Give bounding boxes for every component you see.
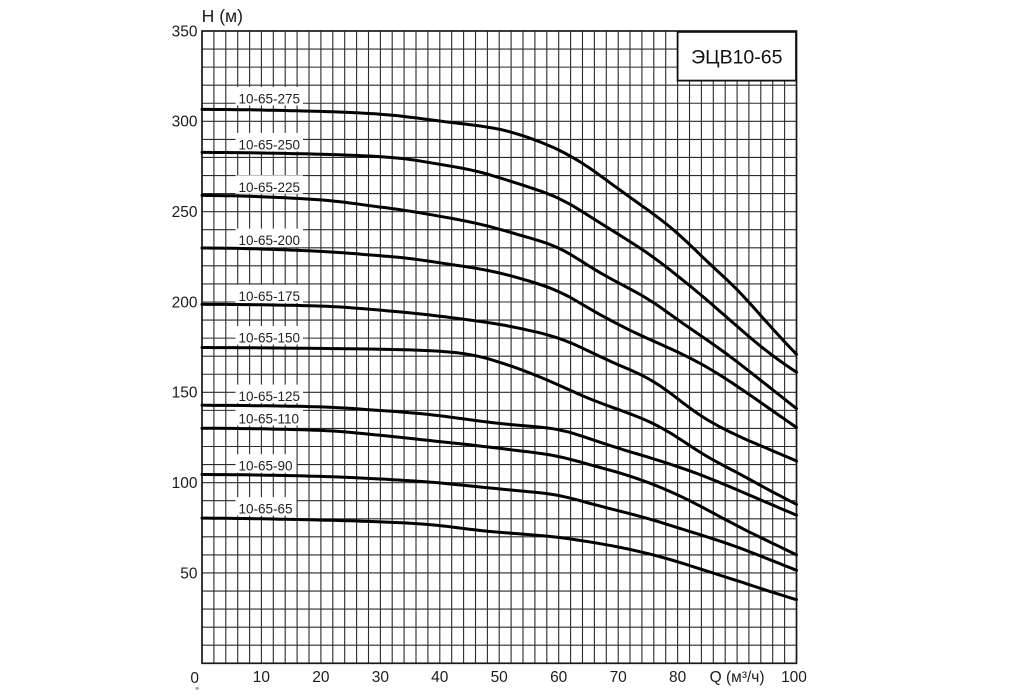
svg-text:10-65-90: 10-65-90 [239,459,293,474]
svg-text:10-65-125: 10-65-125 [239,389,301,404]
svg-text:10-65-250: 10-65-250 [239,137,301,152]
svg-text:10-65-65: 10-65-65 [239,502,293,517]
svg-text:H (м): H (м) [202,6,243,26]
svg-text:40: 40 [431,669,449,686]
svg-text:80: 80 [669,669,687,686]
svg-text:60: 60 [550,669,568,686]
svg-text:10-65-175: 10-65-175 [239,289,301,304]
svg-text:10-65-225: 10-65-225 [239,180,301,195]
svg-text:100: 100 [172,475,198,492]
svg-text:200: 200 [172,294,198,311]
svg-text:250: 250 [172,204,198,221]
svg-text:350: 350 [172,23,198,40]
svg-text:10-65-275: 10-65-275 [239,91,301,106]
svg-text:300: 300 [172,114,198,131]
svg-text:10-65-150: 10-65-150 [239,331,301,346]
svg-text:50: 50 [180,565,198,582]
svg-text:20: 20 [312,669,330,686]
svg-text:100: 100 [781,669,807,686]
svg-text:0: 0 [190,670,199,687]
svg-text:10: 10 [253,669,271,686]
svg-text:10-65-200: 10-65-200 [239,233,301,248]
svg-text:150: 150 [172,385,198,402]
svg-text:30: 30 [372,669,390,686]
svg-text:70: 70 [610,669,628,686]
svg-text:ЭЦВ10-65: ЭЦВ10-65 [691,47,782,69]
svg-text:10-65-110: 10-65-110 [239,412,300,427]
svg-text:Q (м³/ч): Q (м³/ч) [710,669,765,686]
svg-text:50: 50 [491,669,509,686]
